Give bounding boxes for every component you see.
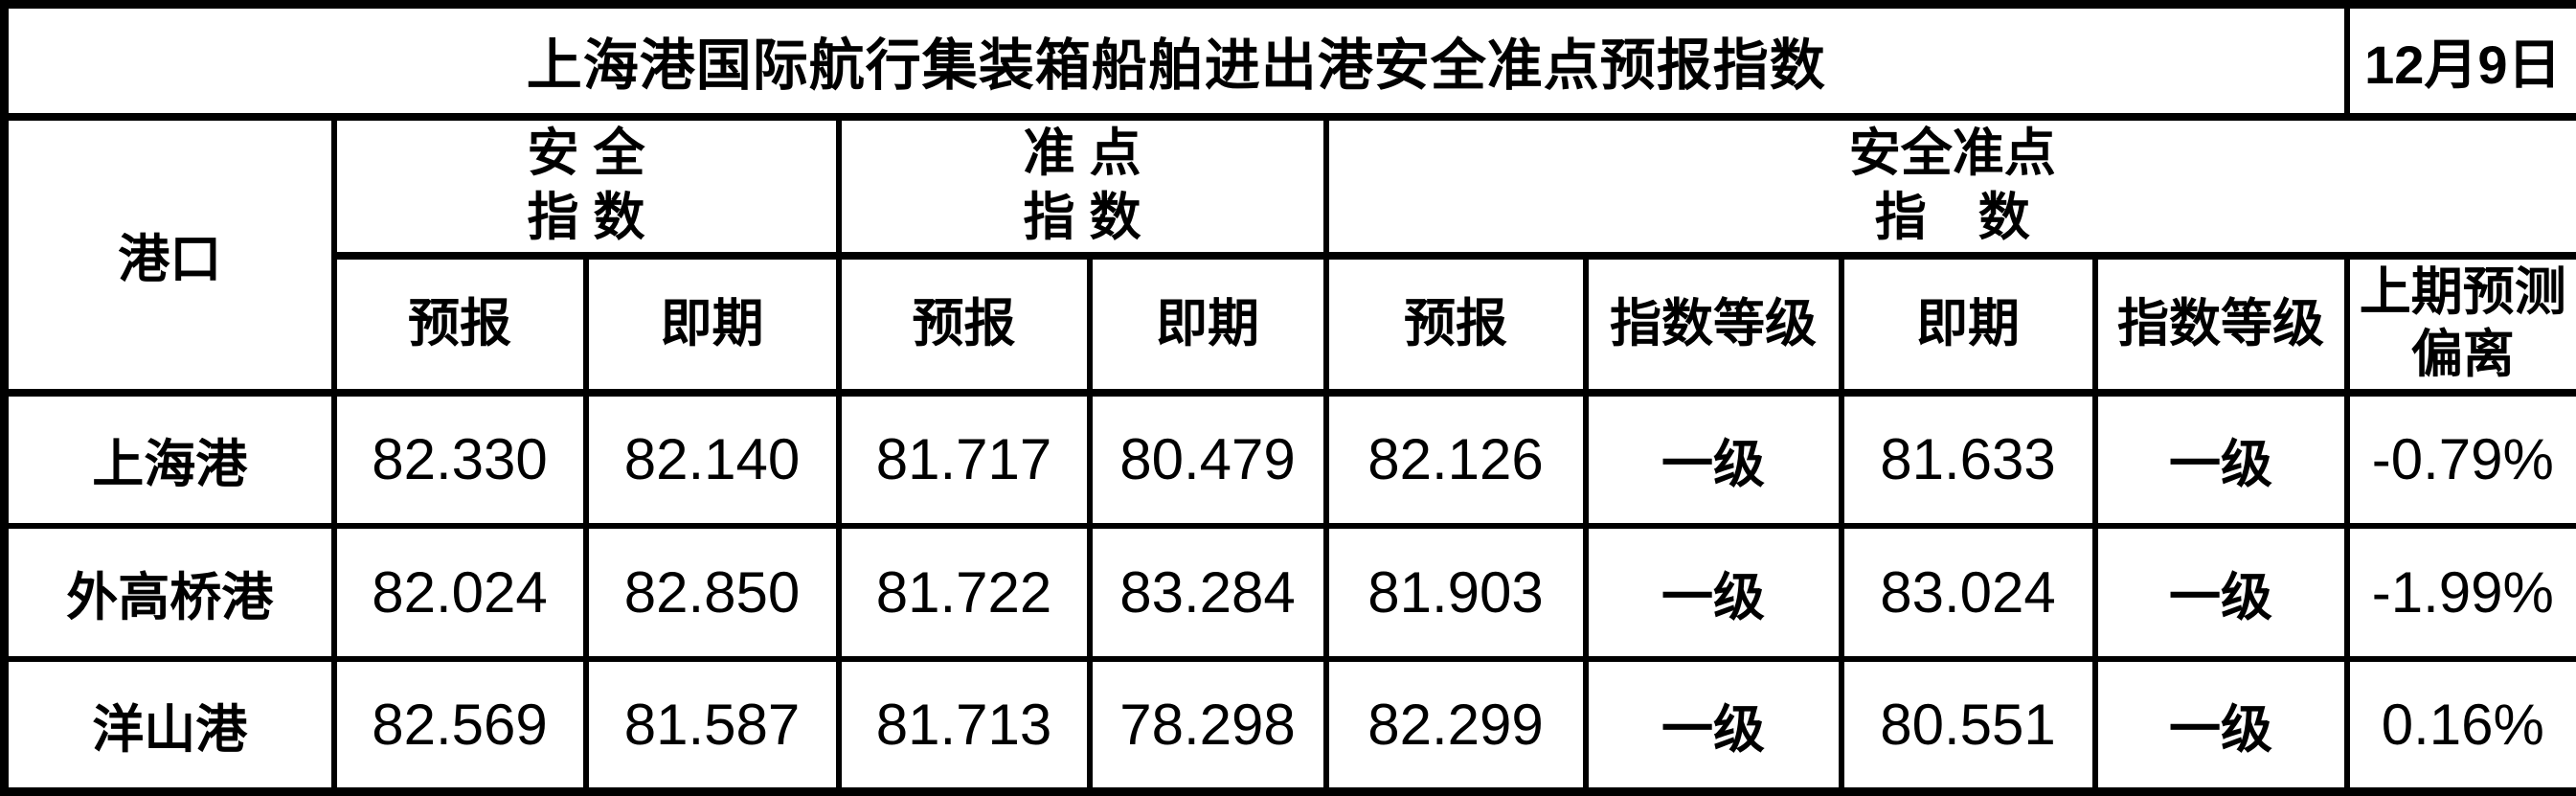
cell-punctuality-current: 78.298	[1090, 659, 1326, 792]
cell-port: 上海港	[5, 393, 334, 526]
cell-safety-current: 81.587	[586, 659, 839, 792]
title-row: 上海港国际航行集装箱船舶进出港安全准点预报指数 12月9日	[5, 5, 2576, 117]
cell-safety-current: 82.140	[586, 393, 839, 526]
cell-safety-forecast: 82.024	[334, 526, 586, 659]
group-header-punctuality-index: 准 点 指 数	[839, 117, 1326, 256]
cell-sp-current-grade: 一级	[2095, 393, 2347, 526]
cell-safety-forecast: 82.569	[334, 659, 586, 792]
cell-sp-current-grade: 一级	[2095, 526, 2347, 659]
col-header-punctuality-current: 即期	[1090, 256, 1326, 393]
cell-port: 洋山港	[5, 659, 334, 792]
table-title: 上海港国际航行集装箱船舶进出港安全准点预报指数	[5, 5, 2347, 117]
cell-prev-deviation: -1.99%	[2347, 526, 2576, 659]
cell-sp-current: 80.551	[1842, 659, 2095, 792]
cell-port: 外高桥港	[5, 526, 334, 659]
cell-safety-current: 82.850	[586, 526, 839, 659]
cell-punctuality-current: 80.479	[1090, 393, 1326, 526]
group-header-safety-punctuality-line2: 指 数	[1329, 186, 2576, 251]
sub-header-row: 预报 即期 预报 即期 预报 指数等级 即期 指数等级 上期预测 偏离	[5, 256, 2576, 393]
col-header-punctuality-forecast: 预报	[839, 256, 1090, 393]
cell-sp-forecast: 82.299	[1326, 659, 1586, 792]
cell-sp-forecast-grade: 一级	[1586, 526, 1842, 659]
col-header-sp-current: 即期	[1842, 256, 2095, 393]
cell-sp-forecast-grade: 一级	[1586, 659, 1842, 792]
cell-sp-current-grade: 一级	[2095, 659, 2347, 792]
cell-sp-current: 81.633	[1842, 393, 2095, 526]
group-header-row: 港口 安 全 指 数 准 点 指 数 安全准点 指 数	[5, 117, 2576, 256]
table-row-waigaoqiao: 外高桥港 82.024 82.850 81.722 83.284 81.903 …	[5, 526, 2576, 659]
group-header-safety-line1: 安 全	[337, 122, 836, 187]
col-header-sp-forecast-grade: 指数等级	[1586, 256, 1842, 393]
col-header-port: 港口	[5, 117, 334, 393]
cell-sp-forecast: 81.903	[1326, 526, 1586, 659]
table-row-yangshan: 洋山港 82.569 81.587 81.713 78.298 82.299 一…	[5, 659, 2576, 792]
report-date: 12月9日	[2347, 5, 2576, 117]
cell-prev-deviation: -0.79%	[2347, 393, 2576, 526]
table-row-shanghai: 上海港 82.330 82.140 81.717 80.479 82.126 一…	[5, 393, 2576, 526]
cell-prev-deviation: 0.16%	[2347, 659, 2576, 792]
group-header-safety-line2: 指 数	[337, 186, 836, 251]
cell-sp-current: 83.024	[1842, 526, 2095, 659]
col-header-sp-forecast: 预报	[1326, 256, 1586, 393]
cell-punctuality-current: 83.284	[1090, 526, 1326, 659]
col-header-prev-deviation-line2: 偏离	[2350, 324, 2576, 386]
group-header-safety-index: 安 全 指 数	[334, 117, 839, 256]
col-header-safety-current: 即期	[586, 256, 839, 393]
col-header-prev-deviation: 上期预测 偏离	[2347, 256, 2576, 393]
cell-punctuality-forecast: 81.713	[839, 659, 1090, 792]
col-header-prev-deviation-line1: 上期预测	[2350, 262, 2576, 324]
group-header-safety-punctuality-line1: 安全准点	[1329, 122, 2576, 187]
cell-punctuality-forecast: 81.717	[839, 393, 1090, 526]
cell-sp-forecast-grade: 一级	[1586, 393, 1842, 526]
cell-sp-forecast: 82.126	[1326, 393, 1586, 526]
group-header-punctuality-line1: 准 点	[842, 122, 1323, 187]
cell-safety-forecast: 82.330	[334, 393, 586, 526]
group-header-punctuality-line2: 指 数	[842, 186, 1323, 251]
col-header-sp-current-grade: 指数等级	[2095, 256, 2347, 393]
group-header-safety-punctuality-index: 安全准点 指 数	[1326, 117, 2576, 256]
col-header-safety-forecast: 预报	[334, 256, 586, 393]
cell-punctuality-forecast: 81.722	[839, 526, 1090, 659]
